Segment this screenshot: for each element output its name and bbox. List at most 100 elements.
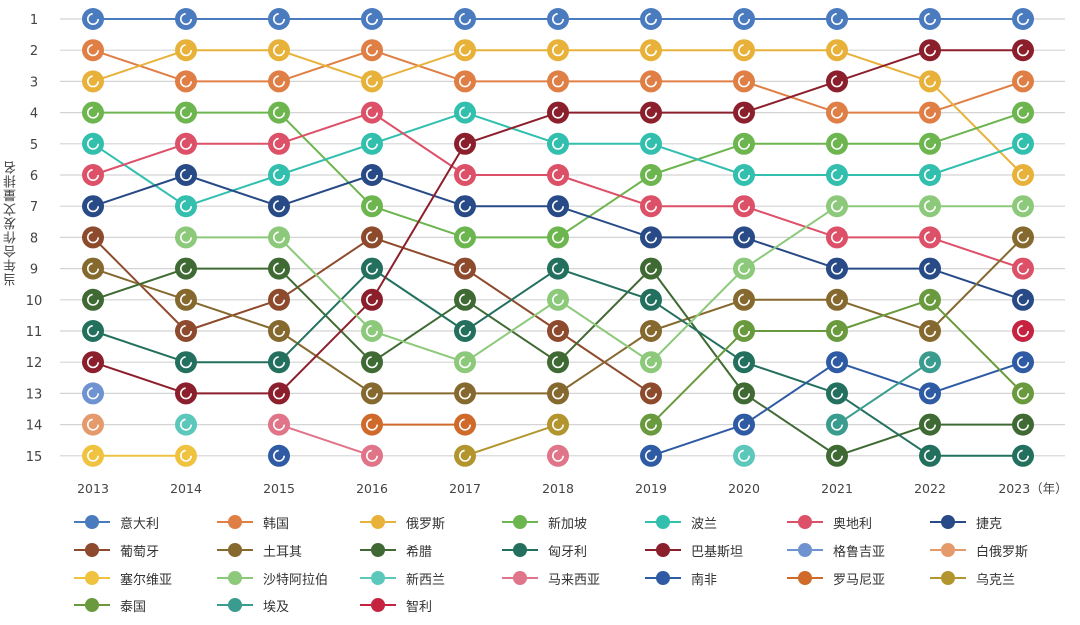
data-point-ring (180, 324, 193, 337)
data-point-ring (458, 13, 471, 25)
data-point (175, 8, 197, 30)
data-point-marker (733, 101, 755, 124)
data-point (175, 288, 197, 311)
data-point-ring (365, 137, 378, 150)
data-point-ring (644, 169, 657, 182)
data-point-marker (547, 132, 569, 155)
data-point-marker (733, 382, 755, 405)
data-point-marker (547, 226, 569, 249)
y-tick-label: 5 (30, 138, 38, 153)
data-point-marker (268, 413, 290, 436)
legend-label: 意大利 (120, 516, 160, 532)
data-point-ring (830, 13, 843, 25)
y-tick-label: 4 (30, 107, 38, 122)
data-point-marker (454, 195, 476, 218)
data-point-marker (919, 8, 941, 30)
data-point-ring (365, 293, 378, 306)
data-point (826, 257, 848, 280)
legend-item: 巴基斯坦 (643, 540, 743, 560)
data-point-marker (919, 226, 941, 249)
data-point-marker (175, 320, 197, 342)
data-point-ring (830, 418, 843, 431)
x-tick-label: 2021 (821, 481, 853, 496)
data-point-ring (180, 387, 193, 400)
series-line-segment (650, 267, 745, 363)
data-point-marker (640, 382, 662, 405)
data-point-ring (180, 137, 193, 150)
data-point-marker (175, 101, 197, 124)
legend-swatch-icon (217, 543, 253, 557)
data-point (733, 39, 755, 62)
data-point-marker (82, 382, 104, 405)
data-point (454, 351, 476, 374)
data-point (919, 320, 941, 342)
legend-label: 新加坡 (548, 516, 588, 532)
legend-swatch-icon (787, 515, 823, 529)
data-point (268, 382, 290, 405)
data-point (919, 195, 941, 218)
data-point-marker (82, 132, 104, 155)
legend-label: 巴基斯坦 (691, 544, 744, 560)
data-point (268, 413, 290, 436)
legend-swatch-icon (502, 571, 538, 585)
data-point-marker (361, 8, 383, 30)
data-point (640, 351, 662, 374)
series-line-segment (557, 298, 652, 364)
data-point-marker (919, 164, 941, 186)
data-point-marker (826, 8, 848, 30)
data-point-ring (644, 75, 657, 88)
data-point-ring (180, 75, 193, 88)
data-point (82, 257, 104, 280)
series-line-segment (371, 49, 466, 83)
series-line-segment (278, 330, 373, 395)
data-point-ring (737, 262, 750, 275)
data-point-marker (268, 444, 290, 467)
legend-swatch-icon (360, 598, 396, 612)
data-point-marker (919, 320, 941, 342)
x-tick-label: 2023（年） (998, 481, 1067, 496)
data-point (454, 257, 476, 280)
data-point (175, 320, 197, 342)
legend-swatch-icon (74, 598, 110, 612)
series-line-segment (278, 174, 373, 208)
series-line-segment (743, 392, 838, 457)
data-point (268, 320, 290, 342)
data-point (640, 444, 662, 467)
series-line-segment (743, 236, 838, 270)
data-point-ring (830, 75, 843, 88)
data-point (640, 288, 662, 311)
data-point-ring (644, 137, 657, 150)
data-point-marker (268, 226, 290, 249)
data-point-ring (1016, 293, 1029, 306)
data-point-ring (737, 324, 750, 337)
data-point (547, 444, 569, 467)
y-tick-label: 2 (30, 44, 38, 59)
data-point-marker (919, 70, 941, 93)
data-point-ring (458, 262, 471, 275)
data-point (82, 382, 104, 405)
data-point-marker (1012, 132, 1034, 155)
data-point-marker (1012, 101, 1034, 124)
series-line-segment (92, 330, 187, 364)
series-line-segment (371, 267, 466, 332)
data-point-ring (737, 75, 750, 88)
data-point-ring (180, 449, 193, 462)
data-point-ring (830, 293, 843, 306)
legend-swatch-icon (217, 598, 253, 612)
data-point-marker (733, 70, 755, 93)
y-tick-label: 11 (26, 325, 43, 340)
y-axis-label: 当年合作发文量排名 (4, 160, 19, 286)
series-line-segment (278, 111, 373, 145)
data-point (733, 288, 755, 311)
data-point (82, 226, 104, 249)
legend-label: 乌克兰 (976, 572, 1016, 588)
data-point-ring (551, 231, 564, 244)
data-point (268, 8, 290, 30)
legend-label: 埃及 (263, 599, 290, 615)
data-point-marker (919, 382, 941, 405)
data-point (82, 444, 104, 467)
data-point-marker (733, 351, 755, 374)
data-point (82, 8, 104, 30)
data-point (268, 164, 290, 186)
series-line-segment (650, 423, 745, 457)
